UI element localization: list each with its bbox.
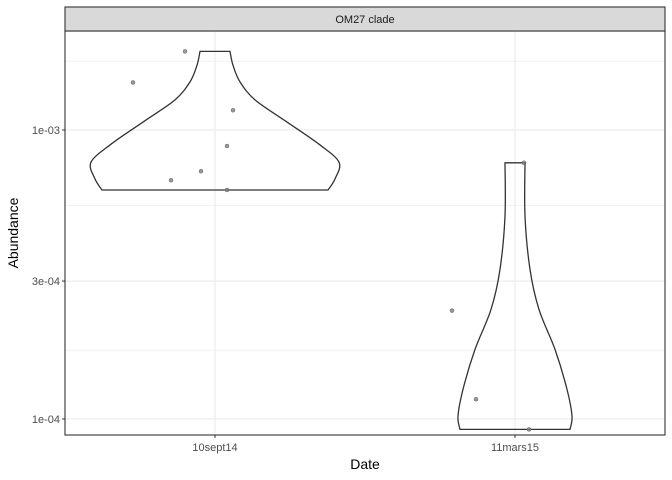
violin-11mars15	[457, 162, 573, 431]
data-point	[473, 397, 479, 402]
data-point	[526, 427, 532, 432]
data-point	[168, 178, 174, 183]
data-point	[230, 108, 236, 113]
data-point	[198, 168, 204, 174]
data-point	[521, 160, 527, 165]
data-point	[182, 49, 188, 54]
panel-border	[64, 30, 666, 436]
x-tick-label: 11mars15	[491, 442, 539, 454]
x-tick-label: 10sept14	[192, 442, 237, 454]
violins	[89, 50, 573, 431]
grid-lines	[65, 31, 665, 435]
x-axis: 10sept14 11mars15	[192, 435, 539, 454]
x-axis-title: Date	[350, 456, 380, 472]
y-tick-label: 1e-04	[32, 414, 60, 426]
data-point	[130, 80, 136, 85]
data-point	[449, 308, 455, 313]
y-axis-title: Abundance	[5, 197, 21, 268]
y-axis: 1e-04 3e-04 1e-03	[32, 125, 65, 426]
y-tick-label: 3e-04	[32, 276, 60, 288]
data-points	[130, 49, 532, 432]
data-point	[224, 143, 230, 149]
y-tick-label: 1e-03	[32, 125, 60, 137]
violin-10sept14	[89, 50, 341, 191]
facet-title: OM27 clade	[335, 14, 394, 26]
data-point	[224, 187, 230, 193]
facet-strip	[64, 6, 666, 32]
